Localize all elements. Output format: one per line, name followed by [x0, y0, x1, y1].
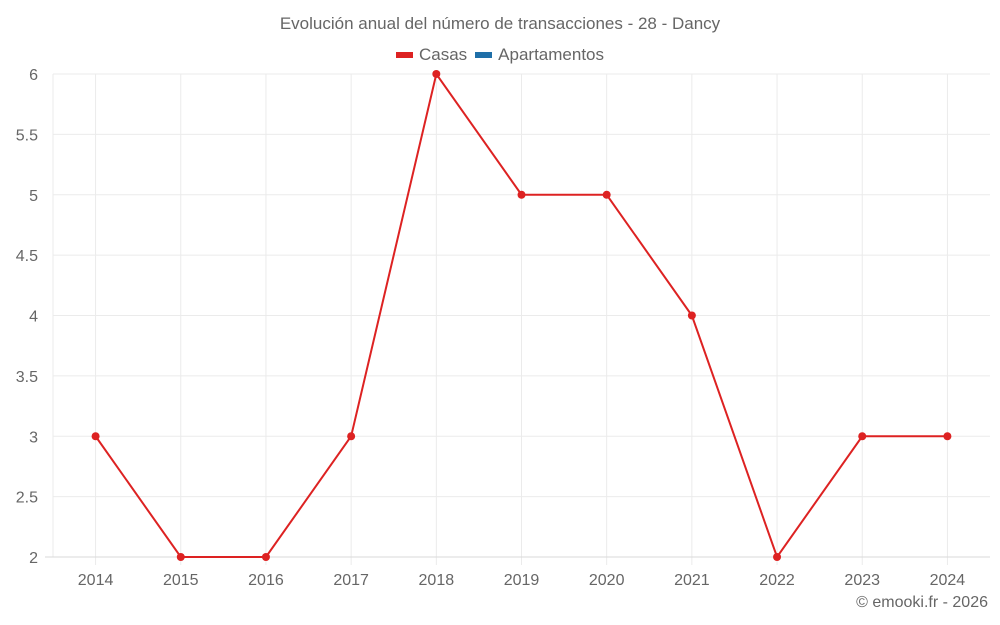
x-tick-label: 2014 [78, 572, 114, 589]
x-tick-label: 2021 [674, 572, 710, 589]
data-point[interactable] [347, 432, 356, 441]
data-point[interactable] [858, 432, 867, 441]
x-tick-label: 2022 [759, 572, 795, 589]
x-axis: 2014 2015 2016 2017 2018 2019 2020 2021 2022 2023… [45, 556, 990, 589]
chart-title: Evolución anual del número de transaccio… [279, 14, 721, 33]
y-tick-label: 5.5 [16, 127, 38, 144]
credit-text: © emooki.fr - 2026 [856, 594, 988, 611]
legend-item-casas[interactable]: Casas [395, 45, 468, 65]
legend-swatch-casas [395, 52, 413, 58]
grid-lines [52, 73, 990, 565]
legend-label-casas: Casas [418, 45, 468, 64]
x-tick-label: 2019 [504, 572, 540, 589]
y-tick-label: 3.5 [16, 369, 38, 386]
y-tick-label: 4.5 [16, 248, 38, 265]
data-point[interactable] [176, 553, 185, 561]
x-tick-label: 2020 [589, 572, 625, 589]
data-point[interactable] [91, 432, 100, 441]
x-tick-label: 2017 [333, 572, 369, 589]
y-tick-label: 2 [29, 550, 38, 567]
x-tick-label: 2024 [930, 572, 966, 589]
x-tick-label: 2023 [844, 572, 880, 589]
legend-swatch-apartamentos [475, 52, 493, 58]
data-point[interactable] [687, 311, 696, 320]
y-axis: 2 2.5 3 3.5 4 4.5 5 5.5 6 [16, 67, 38, 567]
chart-legend: Casas Apartamentos [0, 45, 1000, 65]
x-tick-label: 2018 [419, 572, 455, 589]
x-tick-label: 2015 [163, 572, 199, 589]
y-tick-label: 6 [29, 67, 38, 84]
y-tick-label: 5 [29, 188, 38, 205]
y-tick-label: 3 [29, 429, 38, 446]
data-point[interactable] [517, 190, 526, 199]
x-tick-label: 2016 [248, 572, 284, 589]
data-point[interactable] [943, 432, 952, 441]
data-point[interactable] [432, 70, 441, 78]
y-tick-label: 2.5 [16, 490, 38, 507]
series-casas [91, 70, 952, 561]
legend-label-apartamentos: Apartamentos [498, 45, 605, 64]
data-point[interactable] [773, 553, 782, 561]
y-tick-label: 4 [29, 309, 38, 326]
data-point[interactable] [261, 553, 270, 561]
data-point[interactable] [602, 190, 611, 199]
legend-item-apartamentos[interactable]: Apartamentos [475, 45, 604, 65]
